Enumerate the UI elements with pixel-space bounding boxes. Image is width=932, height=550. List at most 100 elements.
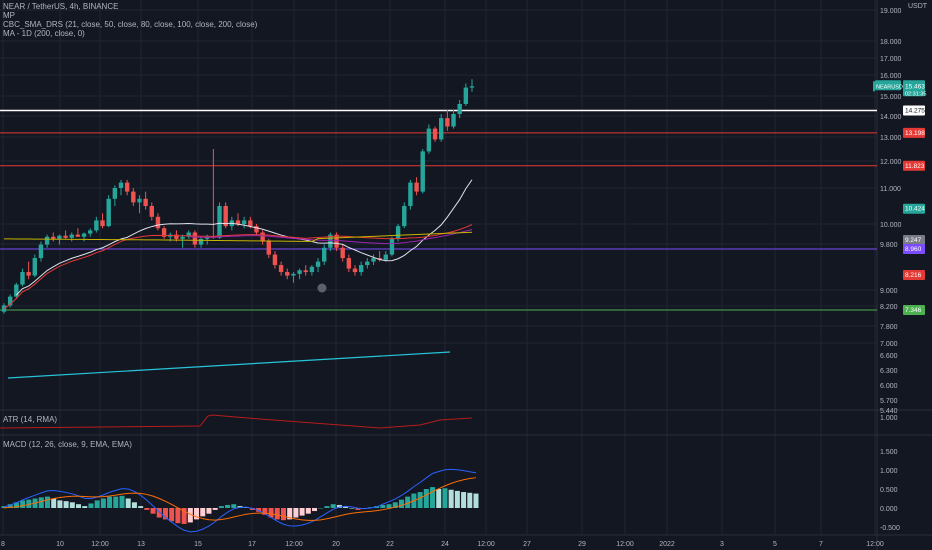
- sma-200-line: [3, 231, 473, 242]
- candle-body: [395, 226, 401, 239]
- candle-body: [266, 241, 271, 255]
- candle-body: [414, 182, 419, 192]
- price-tag-value: 9.247: [905, 237, 922, 244]
- macd-bar: [200, 508, 206, 517]
- candle-body: [352, 268, 358, 273]
- macd-bar: [175, 508, 181, 524]
- candle-body: [124, 182, 130, 192]
- price-tag: 14.275: [903, 105, 925, 116]
- macd-bar: [194, 508, 200, 520]
- grid-lines: [0, 0, 877, 535]
- macd-bar: [144, 508, 150, 510]
- price-tag-symbol: NEARUSDT: [876, 84, 907, 90]
- candle-body: [272, 254, 278, 266]
- macd-bar: [355, 508, 361, 510]
- price-tag: 10.424: [903, 203, 925, 214]
- macd-bar: [82, 506, 88, 508]
- time-axis-label: 12:00: [285, 541, 303, 548]
- candle-body: [155, 216, 161, 229]
- price-tag-value: 13.198: [905, 130, 925, 137]
- macd-bar: [212, 508, 218, 510]
- macd-label: MACD (12, 26, close, 9, EMA, EMA): [3, 440, 132, 449]
- macd-bar: [318, 508, 324, 509]
- price-tag-bg: [903, 270, 925, 280]
- time-axis-label: 3: [720, 541, 724, 548]
- candle-body: [63, 235, 68, 238]
- price-axis-label: 17.000: [880, 56, 902, 63]
- ma-1d-line: [7, 351, 451, 379]
- macd-axis-label: -0.500: [880, 525, 900, 532]
- candle-body: [57, 235, 62, 239]
- macd-bar: [181, 508, 187, 524]
- price-axis-label: 13.000: [880, 135, 902, 142]
- macd-bar: [20, 500, 26, 508]
- price-axis-label: 9.800: [880, 242, 898, 249]
- indicator-cbc-label: CBC_SMA_DRS (21, close, 50, close, 80, c…: [3, 20, 258, 29]
- candle-body: [389, 238, 395, 255]
- macd-bar: [13, 502, 19, 508]
- candle-body: [100, 220, 105, 227]
- price-axis-label: 7.800: [880, 324, 898, 331]
- price-tag-value: 11.823: [905, 163, 925, 170]
- time-axis-label: 27: [523, 541, 531, 548]
- candle-body: [81, 233, 87, 237]
- price-axis-label: 10.000: [880, 222, 902, 229]
- macd-bar: [330, 504, 336, 508]
- sma-80-line: [188, 228, 473, 245]
- macd-bar: [336, 504, 342, 508]
- candle-body: [297, 270, 302, 274]
- macd-bar: [467, 492, 473, 508]
- candle-body: [445, 118, 450, 127]
- macd-bar: [274, 508, 280, 520]
- time-axis-label: 20: [332, 541, 340, 548]
- macd-bar: [88, 503, 94, 508]
- macd-bar: [386, 504, 392, 508]
- macd-bar: [206, 508, 212, 514]
- candle-body: [457, 104, 462, 114]
- price-axis-label: 18.000: [880, 39, 902, 46]
- price-axis-label: 19.000: [880, 8, 902, 15]
- candle-body: [328, 234, 333, 248]
- macd-bar: [113, 496, 119, 508]
- candle-body: [131, 191, 136, 203]
- candle-body: [112, 188, 118, 199]
- candles: [1, 79, 475, 314]
- currency-label: USDT: [908, 3, 928, 10]
- candle-body: [371, 258, 376, 262]
- macd-bar: [312, 508, 318, 512]
- symbol-title: NEAR / TetherUS, 4h, BINANCE: [3, 2, 119, 11]
- macd-bar: [187, 508, 193, 523]
- candle-body: [44, 236, 50, 245]
- macd-bar: [448, 489, 454, 508]
- macd-bar: [256, 508, 262, 512]
- macd-bar: [119, 495, 125, 508]
- macd-bar: [107, 496, 113, 508]
- time-axis-label: 12:00: [91, 541, 109, 548]
- candle-body: [38, 244, 44, 259]
- price-axis-label: 8.200: [880, 304, 898, 311]
- candle-body: [309, 266, 315, 273]
- price-tag-bg: [903, 80, 925, 97]
- price-tag-bg: [903, 105, 925, 116]
- candle-body: [51, 236, 56, 239]
- price-tag: 13.198: [903, 127, 925, 138]
- macd-axis-label: 0.500: [880, 487, 898, 494]
- macd-bar: [57, 500, 63, 508]
- candle-body: [358, 265, 364, 273]
- candle-body: [408, 182, 413, 206]
- candle-body: [137, 198, 142, 203]
- macd-bar: [349, 508, 355, 509]
- price-axis-label: 6.300: [880, 368, 898, 375]
- macd-axis-label: 1.500: [880, 449, 898, 456]
- price-axis-label: 11.000: [880, 186, 901, 193]
- macd-axis-label: 0.000: [880, 506, 898, 513]
- macd-bar: [125, 498, 131, 508]
- price-tag-countdown: 02:31:35: [905, 91, 926, 97]
- candle-body: [94, 220, 99, 231]
- candle-body: [180, 236, 185, 239]
- candle-body: [88, 230, 93, 234]
- chart-legend: NEAR / TetherUS, 4h, BINANCE MP CBC_SMA_…: [3, 2, 257, 38]
- price-axis-label: 6.000: [880, 383, 898, 390]
